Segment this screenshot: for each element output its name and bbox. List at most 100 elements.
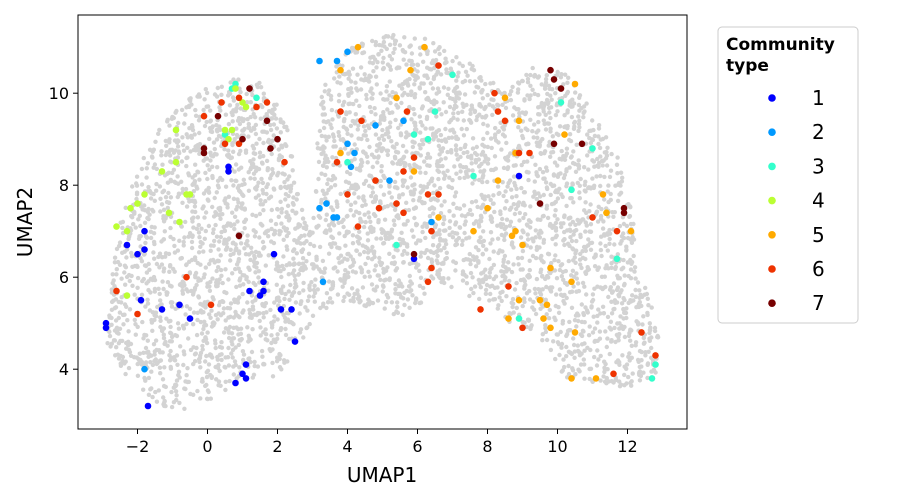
background-point [163,195,169,200]
community-4-point [123,292,131,299]
background-point [474,144,479,150]
background-point [298,327,304,332]
community-6-point [428,227,435,235]
community-2-point [323,200,330,207]
background-point [393,156,398,161]
background-point [258,116,263,121]
background-point [553,242,558,247]
background-point [583,305,588,310]
background-point [332,138,337,144]
background-point [418,146,423,151]
background-point [564,181,570,186]
background-point [376,136,382,141]
background-point [187,231,193,236]
background-point [450,96,455,102]
background-point [154,166,159,172]
background-point [341,224,346,230]
background-point [425,51,430,57]
background-point [336,130,341,135]
background-point [577,118,582,124]
background-point [437,228,442,233]
background-point [366,269,371,274]
background-point [193,209,198,215]
background-point [378,262,384,268]
community-6-point [428,264,435,272]
background-point [164,290,169,295]
background-point [161,286,166,292]
background-point [172,243,177,249]
background-point [576,114,581,119]
background-point [185,145,190,150]
background-point [259,160,265,165]
background-point [223,326,229,331]
background-point [146,216,151,222]
background-point [480,96,485,101]
background-point [283,197,288,202]
background-point [583,200,588,205]
background-point [560,293,566,299]
background-point [298,267,303,273]
background-point [647,321,652,326]
background-point [232,226,237,232]
background-point [152,162,158,167]
background-point [183,312,188,317]
background-point [141,276,146,282]
community-1-point [141,246,148,253]
background-point [586,237,591,242]
community-7-point [200,149,208,157]
background-point [186,234,191,239]
community-3-point [393,241,400,249]
background-point [181,243,186,248]
background-point [577,353,583,358]
background-point [310,313,316,318]
background-point [253,151,258,156]
background-point [521,159,527,165]
background-point [552,268,558,273]
background-point [591,314,596,319]
background-point [603,243,608,249]
background-point [367,144,372,150]
background-point [584,101,589,106]
background-point [158,318,163,323]
background-point [540,338,545,343]
background-point [363,303,369,309]
background-point [342,294,347,300]
community-7-point [263,117,271,125]
background-point [287,297,292,302]
background-point [322,270,327,275]
background-point [171,266,176,272]
background-point [479,90,484,95]
background-point [412,140,417,145]
background-point [212,238,217,244]
background-point [142,220,148,225]
background-point [456,110,461,116]
background-point [504,217,510,222]
background-point [126,329,131,334]
background-point [185,289,191,294]
background-point [607,351,612,357]
background-point [515,255,521,261]
background-point [454,231,460,236]
background-point [452,194,458,199]
community-3-point [648,375,656,382]
background-point [395,248,400,253]
background-point [366,125,372,131]
background-point [580,280,586,286]
background-point [617,223,623,229]
background-point [233,345,238,350]
background-point [444,60,449,65]
background-point [395,150,401,155]
background-point [286,213,291,218]
community-6-point [235,94,243,102]
background-point [590,330,596,335]
background-point [385,97,390,102]
background-point [413,123,418,128]
background-point [433,197,438,202]
background-point [608,191,613,197]
community-3-point [568,186,575,194]
background-point [202,97,207,102]
background-point [609,339,614,344]
background-point [583,248,588,253]
background-point [501,263,506,269]
background-point [293,300,299,305]
